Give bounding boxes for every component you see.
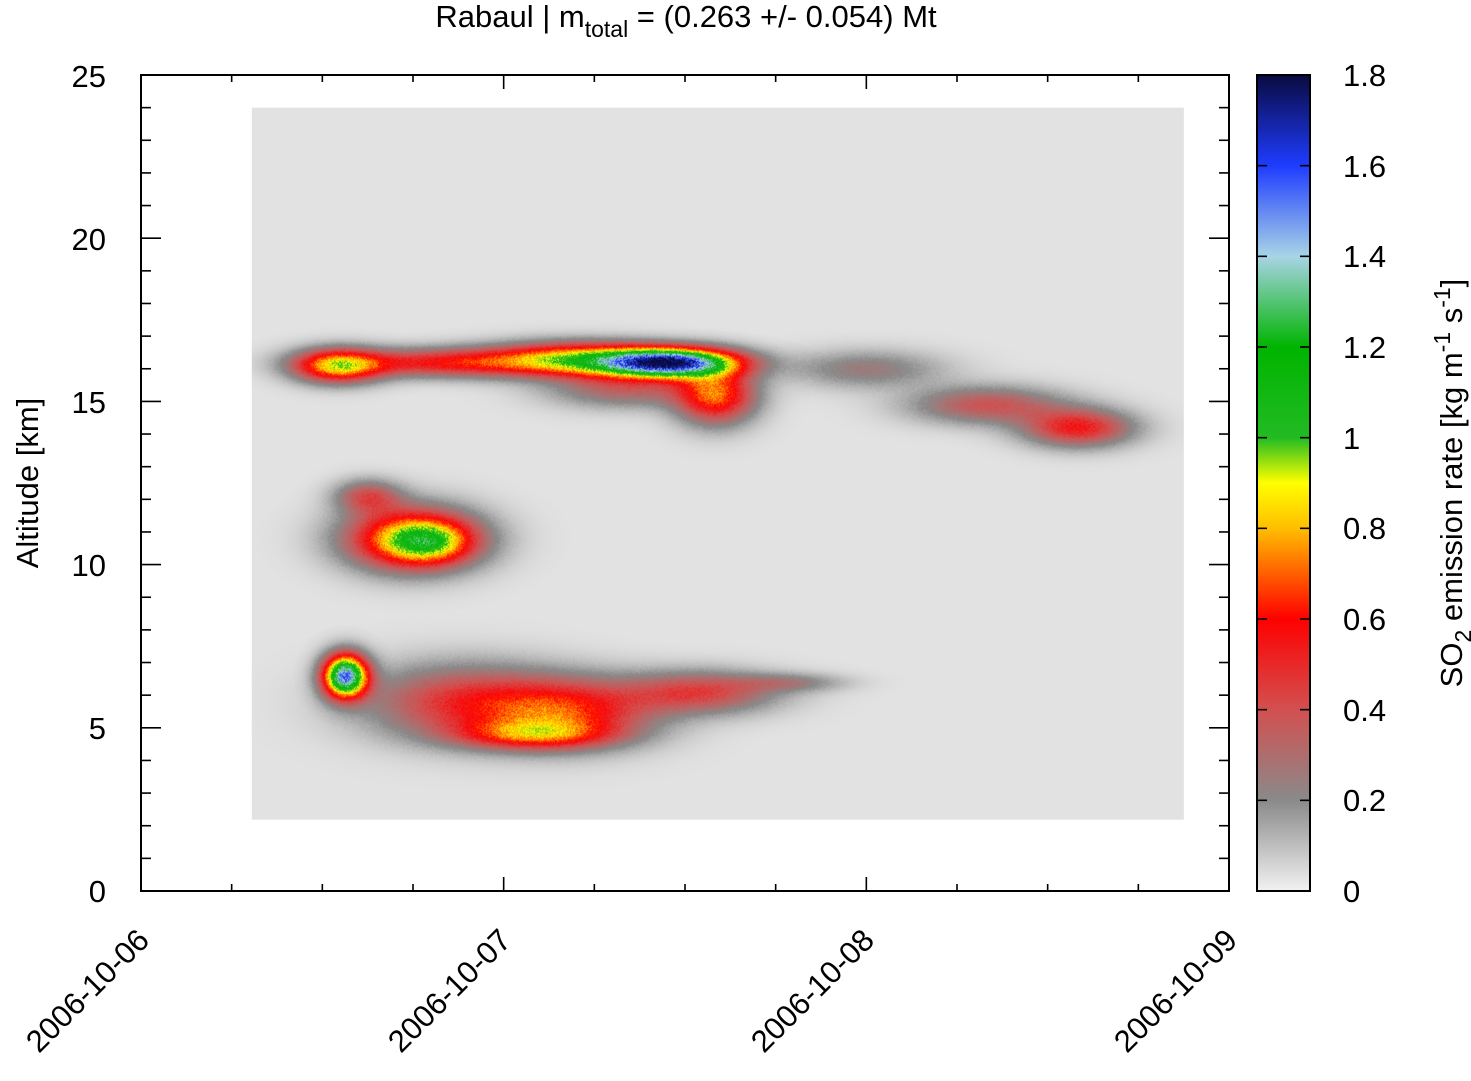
y-axis-tick-labels: 0 5 10 15 20 25 — [72, 59, 106, 909]
colorbar-tick-label: 0.2 — [1343, 783, 1386, 818]
colorbar-tick-label: 0 — [1343, 874, 1360, 909]
x-tick-label: 2006-10-06 — [19, 922, 156, 1059]
y-tick-label: 25 — [72, 59, 106, 94]
y-axis-label: Altitude [km] — [10, 398, 45, 569]
y-tick-label: 20 — [72, 222, 106, 257]
colorbar-tick-label: 1.8 — [1343, 58, 1386, 93]
colorbar-tick-labels: 0 0.2 0.4 0.6 0.8 1 1.2 1.4 1.6 1.8 — [1343, 58, 1386, 909]
x-axis-ticks — [140, 75, 1230, 891]
heatmap-image — [251, 107, 1184, 820]
x-axis-tick-labels: 2006-10-06 2006-10-07 2006-10-08 2006-10… — [19, 922, 1244, 1059]
heatmap-area — [251, 107, 1184, 820]
colorbar-label: SO2 emission rate [kg m-1 s-1] — [1429, 279, 1471, 688]
colorbar-tick-label: 1.6 — [1343, 149, 1386, 184]
x-tick-label: 2006-10-09 — [1107, 922, 1244, 1059]
colorbar-gradient — [1257, 75, 1310, 891]
colorbar-ticks — [1257, 74, 1310, 892]
colorbar-tick-label: 1.2 — [1343, 330, 1386, 365]
y-tick-label: 5 — [89, 711, 106, 746]
chart-title: Rabaul | mtotal = (0.263 +/- 0.054) Mt — [435, 0, 937, 42]
y-tick-label: 0 — [89, 874, 106, 909]
colorbar-tick-label: 0.8 — [1343, 511, 1386, 546]
y-axis-ticks — [141, 74, 1229, 892]
colorbar-frame — [1256, 74, 1311, 892]
y-tick-label: 15 — [72, 385, 106, 420]
colorbar — [1256, 74, 1311, 892]
y-tick-label: 10 — [72, 548, 106, 583]
colorbar-tick-label: 1 — [1343, 421, 1360, 456]
x-tick-label: 2006-10-07 — [381, 922, 518, 1059]
colorbar-tick-label: 0.4 — [1343, 693, 1386, 728]
colorbar-tick-label: 0.6 — [1343, 602, 1386, 637]
x-tick-label: 2006-10-08 — [744, 922, 881, 1059]
colorbar-tick-label: 1.4 — [1343, 239, 1386, 274]
